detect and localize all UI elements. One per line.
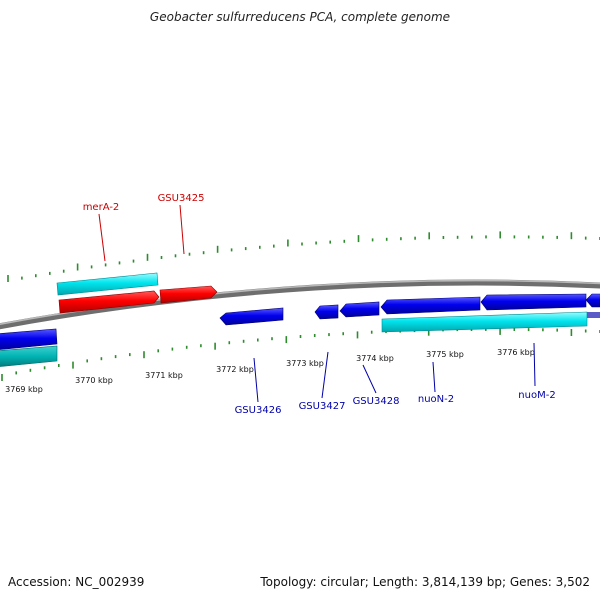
gene-label-leader-nuoN-2: [432, 361, 436, 393]
gene-label-leader-GSU3426: [253, 357, 259, 403]
gene-nuoN-2-arrow[interactable]: [380, 296, 481, 315]
backbone-ring: [0, 279, 600, 330]
tick-label-3773: 3773 kbp: [286, 359, 324, 368]
gene-label-leader-nuoM-2: [533, 342, 536, 387]
tick-label-3770: 3770 kbp: [75, 376, 113, 385]
tick-label-3771: 3771 kbp: [145, 371, 183, 380]
forward-feature-band[interactable]: [56, 272, 159, 296]
accession-text: Accession: NC_002939: [8, 575, 145, 589]
tick-label-3776: 3776 kbp: [497, 348, 535, 357]
tick-label-3775: 3775 kbp: [426, 350, 464, 359]
gene-nuoM-2-arrow[interactable]: [480, 293, 587, 311]
reverse-feature-band-right[interactable]: [381, 311, 588, 333]
gene-label-GSU3428[interactable]: GSU3428: [353, 396, 400, 407]
gene-right-edge-arrow[interactable]: [585, 293, 600, 308]
reverse-feature-band-left[interactable]: [0, 345, 58, 367]
gene-merA-2-arrow[interactable]: [58, 290, 160, 314]
gene-label-GSU3427[interactable]: GSU3427: [299, 401, 346, 412]
gene-label-leader-GSU3428: [362, 364, 377, 394]
genome-title: Geobacter sulfurreducens PCA, complete g…: [149, 10, 451, 24]
gene-labels: merA-2 GSU3425 GSU3426 GSU3427 GSU3428 n…: [83, 193, 556, 416]
gene-label-nuoN-2[interactable]: nuoN-2: [418, 394, 454, 405]
gene-label-merA-2[interactable]: merA-2: [83, 202, 120, 213]
scale-labels: 3769 kbp 3770 kbp 3771 kbp 3772 kbp 3773…: [5, 348, 535, 394]
tick-label-3774: 3774 kbp: [356, 354, 394, 363]
feature-right-edge-marker: [586, 312, 600, 318]
gene-label-nuoM-2[interactable]: nuoM-2: [518, 390, 555, 401]
tick-label-3772: 3772 kbp: [216, 365, 254, 374]
gene-GSU3426-arrow[interactable]: [219, 307, 284, 326]
gene-GSU3425-arrow[interactable]: [159, 285, 218, 304]
genome-summary-text: Topology: circular; Length: 3,814,139 bp…: [260, 575, 590, 589]
gene-label-leader-merA-2: [98, 213, 106, 262]
gene-label-GSU3426[interactable]: GSU3426: [235, 405, 282, 416]
gene-left-edge-arrow[interactable]: [0, 328, 58, 350]
gene-label-leader-GSU3427: [321, 351, 329, 399]
tick-marks: [1, 231, 600, 381]
gene-GSU3428-arrow[interactable]: [339, 301, 380, 318]
tick-label-3769: 3769 kbp: [5, 385, 43, 394]
gene-label-GSU3425[interactable]: GSU3425: [158, 193, 205, 204]
gene-label-leader-GSU3425: [179, 204, 185, 255]
gene-GSU3427-arrow[interactable]: [314, 304, 339, 320]
